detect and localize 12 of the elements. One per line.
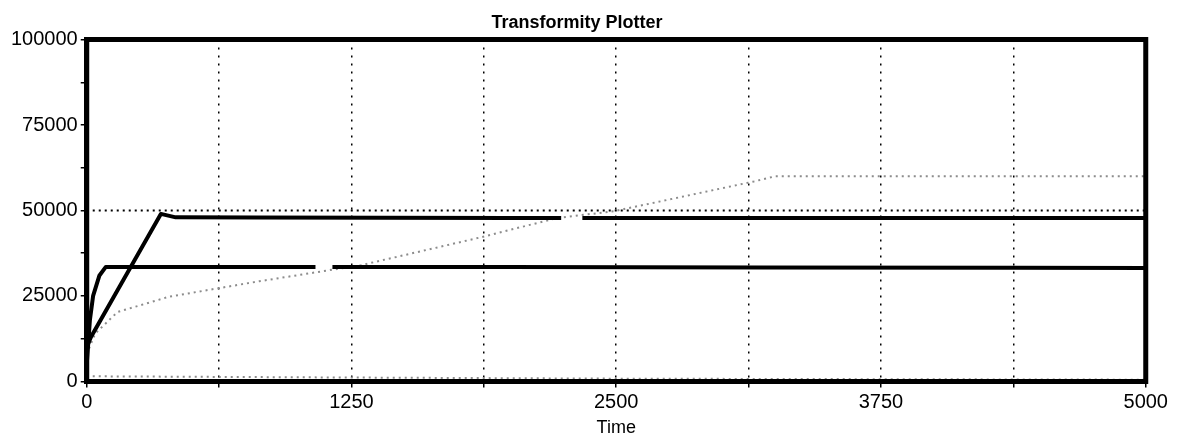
chart-title: Transformity Plotter xyxy=(491,11,663,32)
x-tick-label: 5000 xyxy=(1123,389,1168,412)
y-tick-label: 0 xyxy=(66,368,78,391)
y-tick-label: 100000 xyxy=(10,27,78,50)
x-tick-label: 0 xyxy=(81,389,93,412)
y-tick-label: 75000 xyxy=(22,112,78,135)
x-tick-label: 1250 xyxy=(329,389,374,412)
y-tick-label: 50000 xyxy=(22,198,78,221)
y-tick-label: 25000 xyxy=(22,283,78,306)
x-axis-title: Time xyxy=(596,417,636,438)
x-tick-label: 3750 xyxy=(858,389,904,412)
x-tick-label: 2500 xyxy=(594,389,639,412)
